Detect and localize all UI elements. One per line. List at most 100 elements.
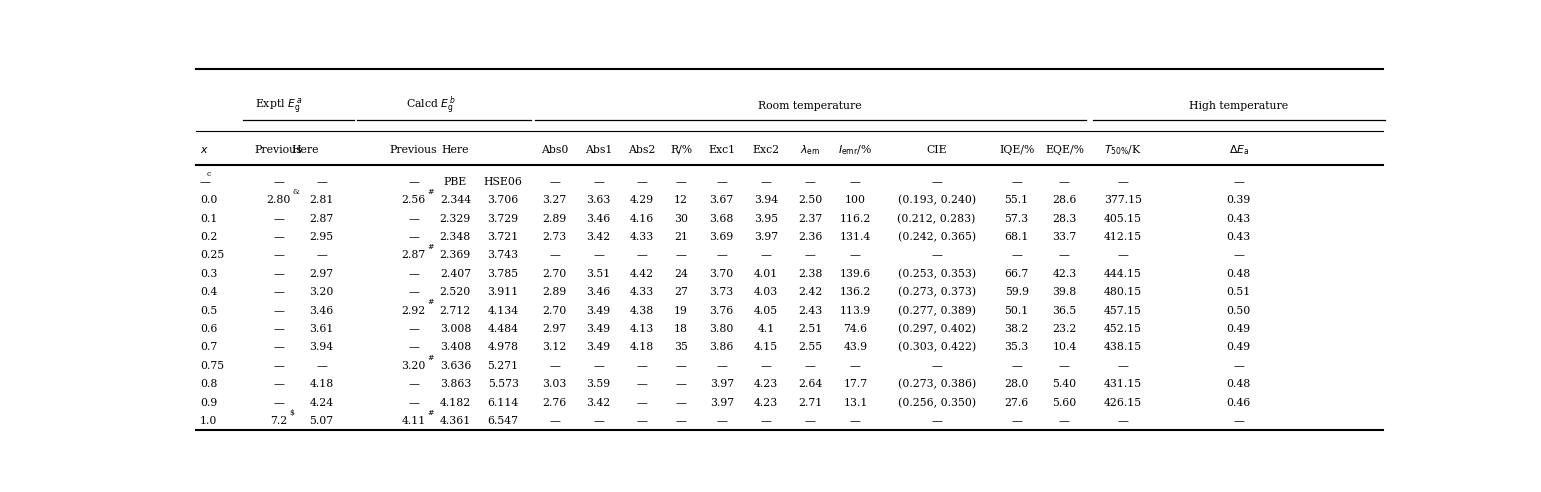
Text: —: —	[851, 361, 861, 371]
Text: —: —	[1117, 361, 1128, 371]
Text: 5.40: 5.40	[1053, 379, 1077, 389]
Text: 0.50: 0.50	[1227, 306, 1251, 316]
Text: 0.0: 0.0	[200, 195, 217, 205]
Text: $I_\mathrm{emr}$/%: $I_\mathrm{emr}$/%	[838, 143, 872, 157]
Text: —: —	[593, 416, 604, 426]
Text: 2.51: 2.51	[798, 324, 823, 334]
Text: —: —	[931, 361, 942, 371]
Text: 3.20: 3.20	[401, 361, 425, 371]
Text: 3.20: 3.20	[310, 287, 334, 297]
Text: 0.5: 0.5	[200, 306, 217, 316]
Text: 1.0: 1.0	[200, 416, 217, 426]
Text: —: —	[717, 361, 727, 371]
Text: 2.97: 2.97	[310, 269, 334, 279]
Text: —: —	[200, 177, 211, 187]
Text: 2.89: 2.89	[542, 287, 567, 297]
Text: 2.95: 2.95	[310, 232, 334, 242]
Text: 100: 100	[844, 195, 866, 205]
Text: 2.38: 2.38	[798, 269, 823, 279]
Text: —: —	[408, 324, 419, 334]
Text: —: —	[593, 250, 604, 260]
Text: 7.2: 7.2	[270, 416, 287, 426]
Text: 438.15: 438.15	[1103, 342, 1142, 352]
Text: —: —	[408, 232, 419, 242]
Text: 3.008: 3.008	[439, 324, 472, 334]
Text: 3.42: 3.42	[587, 398, 610, 408]
Text: 431.15: 431.15	[1103, 379, 1142, 389]
Text: —: —	[717, 250, 727, 260]
Text: —: —	[675, 416, 687, 426]
Text: 3.729: 3.729	[487, 214, 519, 224]
Text: —: —	[549, 361, 559, 371]
Text: 0.3: 0.3	[200, 269, 217, 279]
Text: 18: 18	[673, 324, 689, 334]
Text: Previous: Previous	[254, 145, 302, 155]
Text: 3.49: 3.49	[587, 306, 610, 316]
Text: 50.1: 50.1	[1005, 306, 1029, 316]
Text: —: —	[760, 250, 772, 260]
Text: 426.15: 426.15	[1103, 398, 1142, 408]
Text: 480.15: 480.15	[1103, 287, 1142, 297]
Text: 2.344: 2.344	[439, 195, 472, 205]
Text: —: —	[636, 398, 647, 408]
Text: HSE06: HSE06	[484, 177, 522, 187]
Text: —: —	[851, 416, 861, 426]
Text: —: —	[549, 177, 559, 187]
Text: 4.03: 4.03	[754, 287, 778, 297]
Text: 27: 27	[673, 287, 687, 297]
Text: (0.303, 0.422): (0.303, 0.422)	[897, 342, 975, 353]
Text: 2.50: 2.50	[798, 195, 823, 205]
Text: 3.80: 3.80	[709, 324, 734, 334]
Text: —: —	[408, 379, 419, 389]
Text: —: —	[636, 361, 647, 371]
Text: 3.97: 3.97	[754, 232, 778, 242]
Text: 59.9: 59.9	[1005, 287, 1029, 297]
Text: R/%: R/%	[670, 145, 692, 155]
Text: 2.87: 2.87	[310, 214, 334, 224]
Text: —: —	[675, 379, 687, 389]
Text: $x$: $x$	[200, 145, 208, 155]
Text: —: —	[408, 287, 419, 297]
Text: 2.80: 2.80	[267, 195, 291, 205]
Text: 2.76: 2.76	[542, 398, 567, 408]
Text: 74.6: 74.6	[843, 324, 868, 334]
Text: 2.71: 2.71	[798, 398, 823, 408]
Text: High temperature: High temperature	[1190, 101, 1288, 111]
Text: 4.29: 4.29	[630, 195, 653, 205]
Text: #: #	[428, 354, 435, 362]
Text: —: —	[273, 342, 284, 352]
Text: —: —	[408, 269, 419, 279]
Text: —: —	[931, 177, 942, 187]
Text: 10.4: 10.4	[1053, 342, 1077, 352]
Text: —: —	[273, 361, 284, 371]
Text: —: —	[675, 398, 687, 408]
Text: Exc2: Exc2	[752, 145, 780, 155]
Text: —: —	[273, 398, 284, 408]
Text: —: —	[675, 250, 687, 260]
Text: 4.18: 4.18	[310, 379, 334, 389]
Text: —: —	[408, 214, 419, 224]
Text: 6.114: 6.114	[487, 398, 519, 408]
Text: —: —	[593, 177, 604, 187]
Text: 0.51: 0.51	[1227, 287, 1251, 297]
Text: 4.18: 4.18	[630, 342, 653, 352]
Text: —: —	[273, 177, 284, 187]
Text: 4.978: 4.978	[487, 342, 519, 352]
Text: 4.15: 4.15	[754, 342, 778, 352]
Text: 3.46: 3.46	[310, 306, 334, 316]
Text: 131.4: 131.4	[840, 232, 871, 242]
Text: 3.59: 3.59	[587, 379, 610, 389]
Text: —: —	[804, 177, 815, 187]
Text: $\Delta E_\mathrm{a}$: $\Delta E_\mathrm{a}$	[1228, 143, 1248, 157]
Text: —: —	[1059, 250, 1069, 260]
Text: —: —	[273, 306, 284, 316]
Text: Here: Here	[291, 145, 319, 155]
Text: 3.63: 3.63	[587, 195, 610, 205]
Text: —: —	[931, 416, 942, 426]
Text: —: —	[1011, 177, 1022, 187]
Text: 4.24: 4.24	[310, 398, 334, 408]
Text: 3.69: 3.69	[709, 232, 734, 242]
Text: 2.55: 2.55	[798, 342, 823, 352]
Text: 3.94: 3.94	[310, 342, 334, 352]
Text: 28.0: 28.0	[1005, 379, 1029, 389]
